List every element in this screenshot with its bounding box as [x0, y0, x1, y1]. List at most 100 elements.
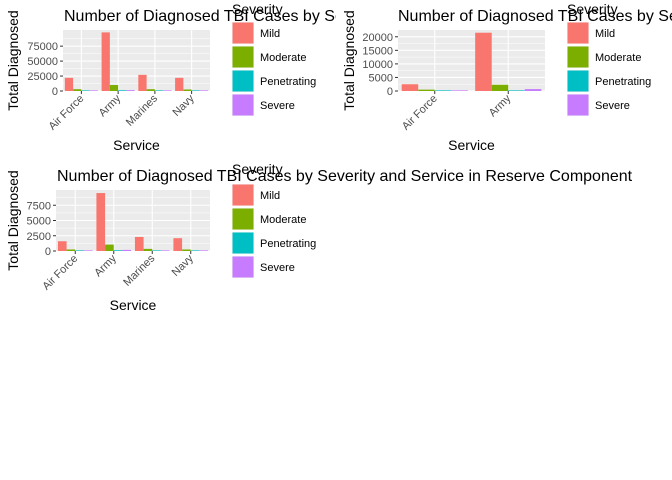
legend-swatch-severe: [232, 94, 254, 116]
bar-penetrating-air-force: [75, 250, 84, 251]
chart-3: 0 2500 5000 7500 Air Force Army Marines Navy Ser…: [5, 161, 633, 313]
bar-mild-army: [475, 32, 492, 91]
legend-swatch-severe: [232, 256, 254, 278]
legend-label-penetrating: Penetrating: [260, 238, 316, 250]
legend-swatch-penetrating: [232, 232, 254, 254]
bar-penetrating-marines: [152, 250, 161, 251]
y-tick-label: 0: [52, 86, 58, 98]
y-axis-label: Total Diagnosed: [5, 170, 21, 270]
legend-swatch-mild: [567, 22, 589, 44]
bar-mild-army: [101, 32, 110, 91]
x-axis-label: Service: [110, 297, 157, 313]
legend-label-penetrating: Penetrating: [595, 76, 651, 88]
x-tick-label: Marines: [121, 252, 158, 289]
bar-moderate-air-force: [66, 249, 76, 251]
legend-label-severe: Severe: [260, 100, 295, 112]
bar-moderate-army: [109, 85, 119, 91]
legend-swatch-moderate: [232, 46, 254, 68]
bar-penetrating-army: [508, 90, 525, 91]
legend-swatch-penetrating: [232, 70, 254, 92]
y-tick-label: 75000: [27, 41, 58, 53]
bar-mild-marines: [134, 236, 144, 251]
x-tick-label: Navy: [170, 252, 197, 279]
legend-swatch-severe: [567, 94, 589, 116]
legend-title: Severity: [567, 1, 618, 17]
y-tick-label: 20000: [362, 32, 393, 44]
y-tick-label: 15000: [362, 45, 393, 57]
bar-mild-navy: [173, 238, 183, 251]
x-tick-label: Army: [487, 92, 514, 119]
bar-penetrating-marines: [154, 90, 164, 91]
y-tick-label: 7500: [27, 200, 51, 212]
legend-title: Severity: [232, 1, 283, 17]
bar-mild-army: [96, 193, 106, 251]
bar-severe-army: [122, 249, 132, 251]
legend-swatch-mild: [232, 22, 254, 44]
y-tick-label: 50000: [27, 56, 58, 68]
chart-title: Number of Diagnosed TBI Cases by Severit…: [64, 8, 623, 25]
legend-label-severe: Severe: [260, 262, 295, 274]
bar-penetrating-army: [118, 90, 127, 91]
legend-title: Severity: [232, 161, 283, 177]
y-tick-label: 10000: [362, 59, 393, 71]
bar-moderate-navy: [183, 89, 192, 91]
x-tick-label: Army: [92, 252, 119, 279]
legend-swatch-mild: [232, 184, 254, 206]
legend-swatch-moderate: [567, 46, 589, 68]
bar-mild-air-force: [64, 77, 74, 91]
bar-penetrating-navy: [190, 250, 200, 251]
x-tick-label: Air Force: [40, 253, 80, 293]
bar-mild-marines: [138, 74, 147, 91]
legend-swatch-moderate: [232, 208, 254, 230]
y-tick-label: 5000: [27, 216, 51, 228]
x-tick-label: Navy: [171, 92, 198, 119]
bar-penetrating-navy: [191, 90, 200, 91]
x-axis-label: Service: [113, 137, 160, 153]
y-axis-label: Total Diagnosed: [341, 10, 357, 110]
x-tick-label: Air Force: [400, 93, 440, 133]
bar-penetrating-army: [113, 250, 123, 251]
y-tick-label: 2500: [27, 231, 51, 243]
bar-moderate-air-force: [73, 89, 82, 91]
legend-label-severe: Severe: [595, 100, 630, 112]
bar-moderate-marines: [143, 248, 153, 251]
bar-severe-air-force: [451, 90, 468, 91]
legend-label-moderate: Moderate: [260, 52, 306, 64]
y-tick-label: 5000: [369, 72, 393, 84]
legend-label-mild: Mild: [260, 190, 280, 202]
bar-mild-air-force: [57, 241, 67, 251]
legend-swatch-penetrating: [567, 70, 589, 92]
bar-severe-army: [126, 90, 135, 91]
y-tick-label: 0: [45, 246, 51, 258]
y-tick-label: 25000: [27, 71, 58, 83]
legend-label-mild: Mild: [260, 28, 280, 40]
bar-mild-air-force: [401, 84, 419, 91]
bar-moderate-army: [491, 84, 509, 91]
legend-label-mild: Mild: [595, 28, 615, 40]
plot-panel: [398, 30, 545, 91]
legend-label-moderate: Moderate: [595, 52, 641, 64]
y-axis-label: Total Diagnosed: [5, 10, 21, 110]
bar-mild-navy: [175, 77, 184, 91]
x-axis-label: Service: [448, 137, 495, 153]
bar-penetrating-air-force: [81, 90, 90, 91]
x-tick-label: Air Force: [46, 93, 86, 133]
bar-severe-air-force: [83, 250, 93, 251]
x-tick-label: Marines: [124, 92, 161, 129]
bar-severe-navy: [199, 90, 209, 91]
bar-severe-air-force: [89, 90, 98, 91]
bar-moderate-marines: [146, 89, 155, 91]
bar-moderate-navy: [182, 249, 191, 251]
y-tick-label: 0: [387, 86, 393, 98]
bar-severe-marines: [160, 250, 170, 251]
bar-severe-navy: [199, 250, 209, 251]
x-tick-label: Army: [97, 92, 124, 119]
plot-panel: [63, 30, 210, 91]
legend-label-penetrating: Penetrating: [260, 76, 316, 88]
chart-title: Number of Diagnosed TBI Cases by Severit…: [398, 8, 672, 25]
bar-severe-army: [524, 89, 542, 91]
bar-penetrating-air-force: [434, 90, 452, 91]
bar-severe-marines: [163, 90, 172, 91]
